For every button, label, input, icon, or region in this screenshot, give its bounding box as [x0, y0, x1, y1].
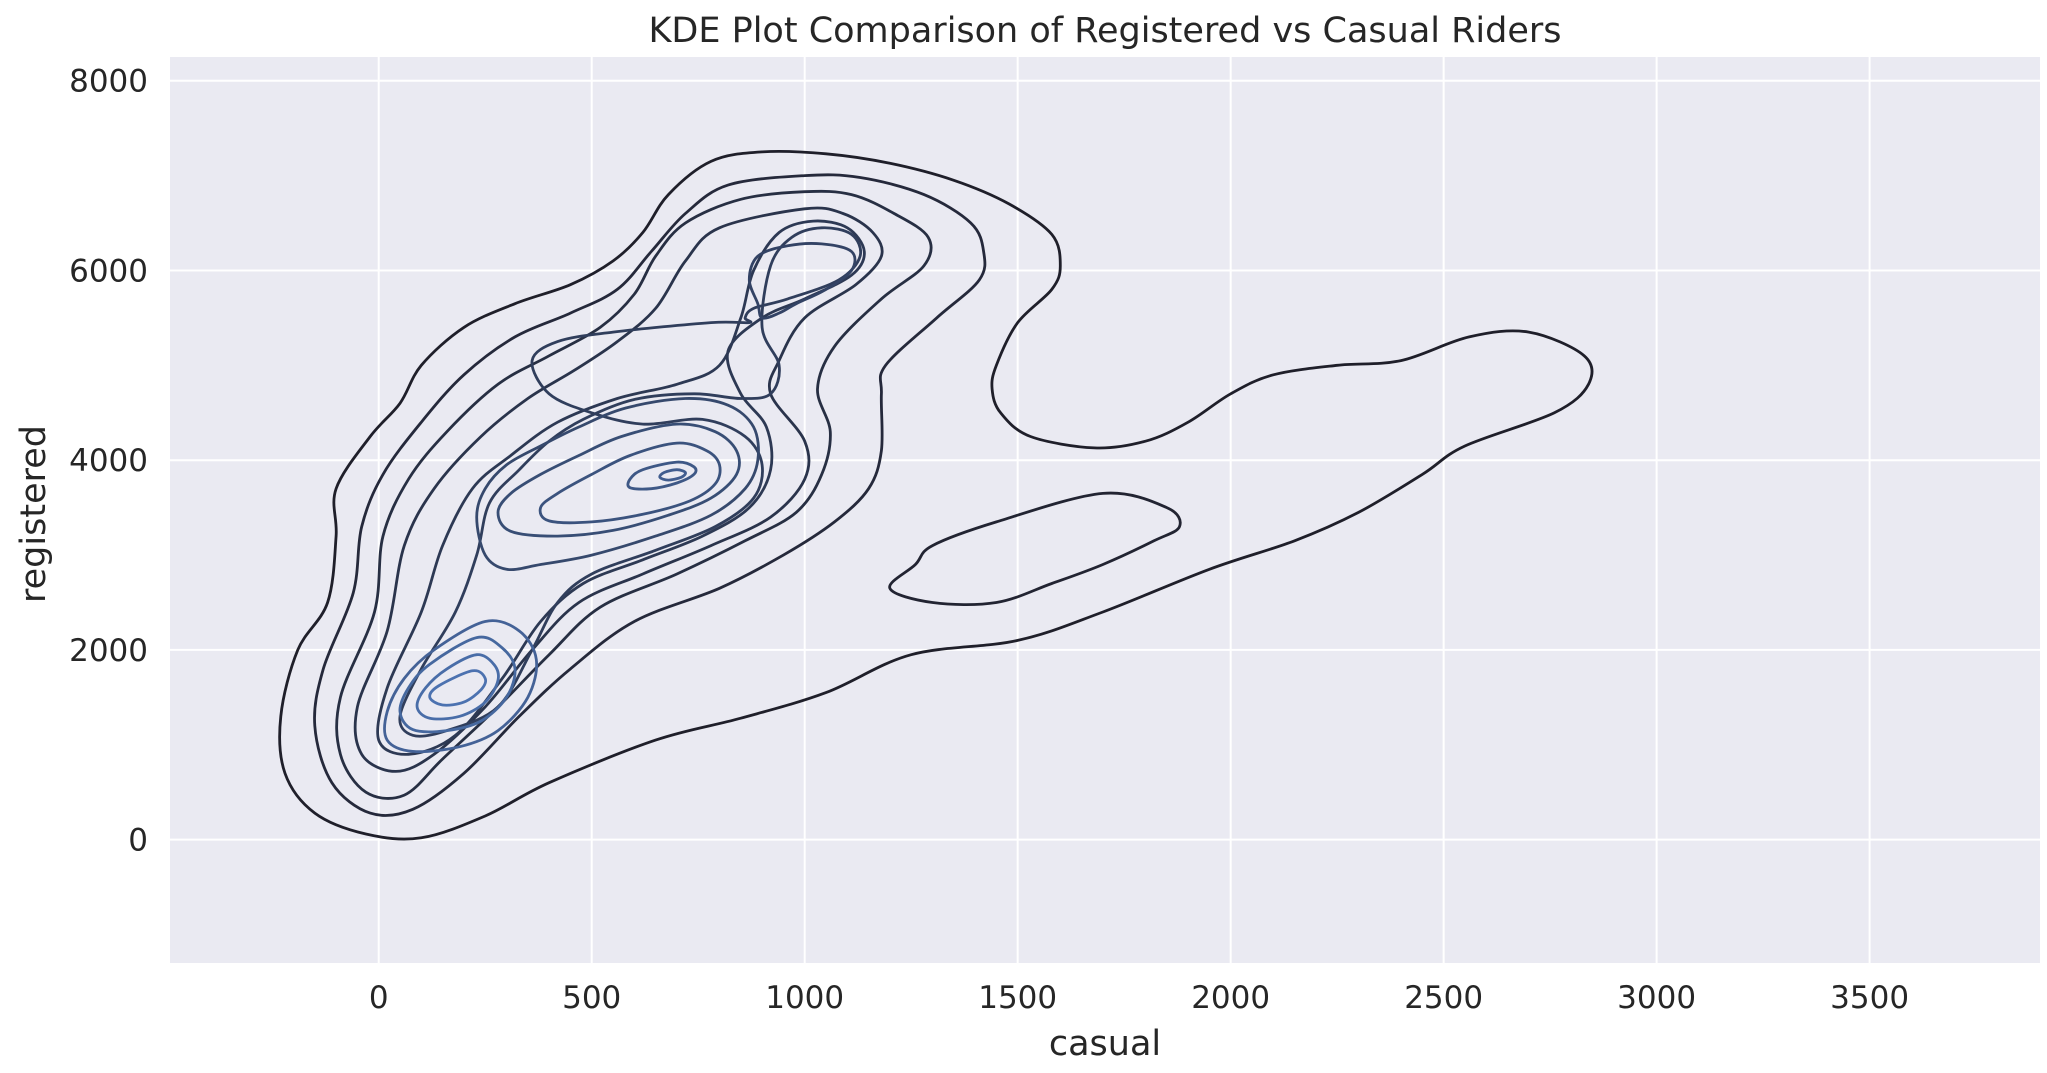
kde-contour-line: [398, 635, 517, 734]
kde-contour-line: [475, 397, 760, 572]
kde-contour-line: [383, 619, 539, 754]
kde-contour-line: [353, 206, 884, 773]
y-tick-label: 8000: [69, 64, 148, 100]
kde-contour-line: [888, 491, 1182, 607]
kde-contour-line: [626, 460, 698, 491]
y-tick-label: 0: [128, 823, 148, 859]
contour-layer: [278, 149, 1594, 841]
kde-contour-line: [658, 468, 687, 482]
x-tick-label: 1500: [978, 980, 1057, 1016]
x-tick-label: 1000: [765, 980, 844, 1016]
grid-layer: [170, 57, 2040, 963]
x-tick-label: 2500: [1404, 980, 1483, 1016]
x-tick-label: 500: [562, 980, 621, 1016]
y-tick-label: 4000: [69, 443, 148, 479]
kde-contour-line: [428, 669, 488, 707]
kde-contour-line: [376, 219, 866, 756]
tick-layer: 0 500 1000 1500 2000 2500 3000 3500 0 2000 4000 600…: [69, 64, 1909, 1016]
kde-contour-line: [313, 173, 987, 817]
chart-title: KDE Plot Comparison of Registered vs Cas…: [648, 11, 1561, 51]
x-tick-label: 0: [369, 980, 389, 1016]
kde-contour-line: [496, 422, 741, 538]
kde-contour-line: [747, 242, 857, 320]
y-tick-label: 6000: [69, 253, 148, 289]
x-axis-label: casual: [1049, 1024, 1161, 1064]
x-tick-label: 3500: [1830, 980, 1909, 1016]
x-tick-label: 2000: [1191, 980, 1270, 1016]
x-tick-label: 3000: [1617, 980, 1696, 1016]
kde-contour-line: [415, 653, 500, 721]
kde-contour-line: [278, 149, 1594, 841]
kde-contour-line: [538, 441, 722, 525]
plot-area: [170, 57, 2040, 963]
kde-contour-line: [335, 189, 933, 800]
y-tick-label: 2000: [69, 633, 148, 669]
y-axis-label: registered: [14, 425, 54, 603]
kde-contour-line: [398, 226, 862, 738]
